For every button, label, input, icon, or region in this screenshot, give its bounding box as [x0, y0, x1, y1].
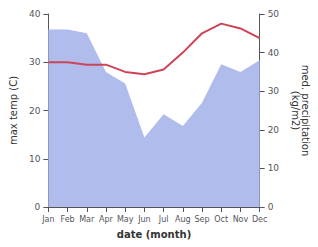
svg-text:Mar: Mar	[79, 215, 95, 224]
svg-text:20: 20	[268, 125, 280, 135]
svg-text:50: 50	[268, 9, 280, 19]
svg-text:med. precipitation: med. precipitation	[299, 64, 311, 157]
svg-text:0: 0	[35, 202, 41, 212]
svg-text:10: 10	[29, 154, 41, 164]
svg-text:Feb: Feb	[60, 215, 74, 224]
svg-text:date (month): date (month)	[117, 229, 191, 240]
svg-text:Sep: Sep	[194, 215, 209, 224]
svg-text:10: 10	[268, 163, 280, 173]
svg-text:Apr: Apr	[99, 215, 114, 224]
svg-text:Jul: Jul	[158, 215, 169, 224]
svg-text:30: 30	[268, 86, 280, 96]
svg-text:Oct: Oct	[214, 215, 228, 224]
svg-text:20: 20	[29, 106, 41, 116]
svg-text:Aug: Aug	[175, 215, 191, 224]
svg-text:max temp (C): max temp (C)	[8, 76, 19, 145]
svg-text:Dec: Dec	[252, 215, 267, 224]
svg-text:Jan: Jan	[41, 215, 54, 224]
svg-text:40: 40	[268, 48, 280, 58]
svg-text:Jun: Jun	[137, 215, 151, 224]
svg-text:Nov: Nov	[233, 215, 249, 224]
svg-text:0: 0	[268, 202, 274, 212]
svg-text:May: May	[117, 215, 134, 224]
svg-text:30: 30	[29, 57, 41, 67]
svg-text:40: 40	[29, 9, 41, 19]
svg-text:(kg/m2): (kg/m2)	[290, 91, 301, 131]
